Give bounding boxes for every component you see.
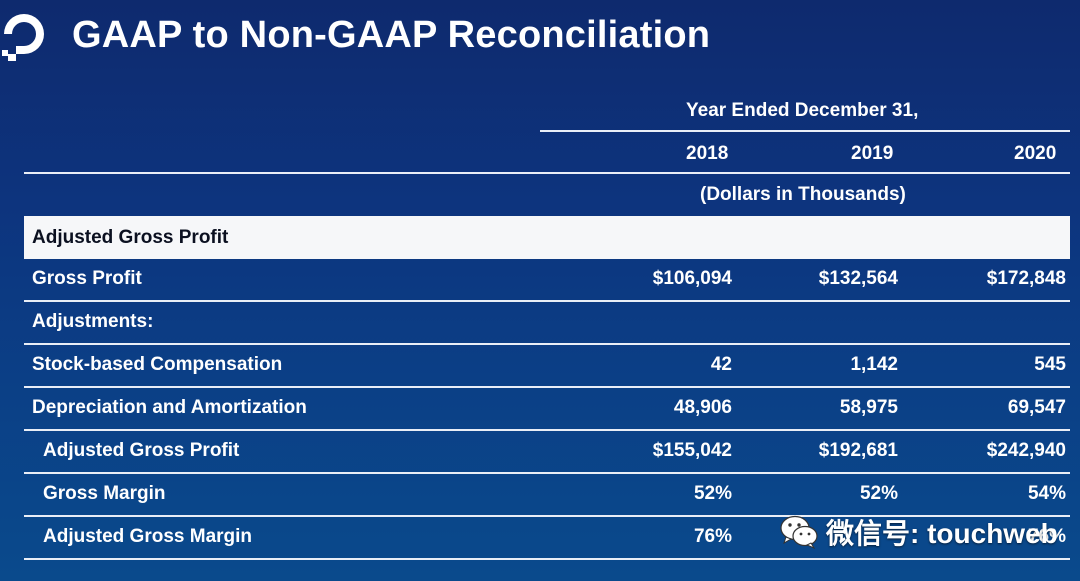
years-rule (24, 172, 1070, 174)
value-2020: 69,547 (1007, 397, 1066, 418)
section-title: Adjusted Gross Profit (32, 227, 229, 248)
value-2019: $132,564 (818, 268, 898, 289)
value-2019: 1,142 (850, 354, 898, 375)
row-label: Adjusted Gross Margin (43, 526, 253, 547)
value-2018: 48,906 (673, 397, 732, 418)
row-label: Depreciation and Amortization (32, 397, 307, 418)
value-2018: 42 (710, 354, 732, 375)
value-2019: $192,681 (818, 440, 898, 461)
section-band (24, 216, 1070, 259)
row-label: Gross Margin (43, 483, 166, 504)
year-2018-header: 2018 (686, 143, 729, 164)
page-title: GAAP to Non-GAAP Reconciliation (72, 14, 711, 56)
units-label: (Dollars in Thousands) (700, 184, 906, 205)
row-label: Stock-based Compensation (32, 354, 283, 375)
wechat-icon (780, 515, 818, 549)
value-2018: $155,042 (652, 440, 732, 461)
value-2020: 545 (1034, 354, 1066, 375)
row-label: Gross Profit (32, 268, 142, 289)
row-label: Adjustments: (32, 311, 154, 332)
table-row: Adjusted Gross Profit $155,042 $192,681 … (24, 431, 1070, 474)
value-2018: $106,094 (652, 268, 732, 289)
digitalocean-logo-icon (2, 14, 44, 61)
value-2018: 52% (693, 483, 732, 504)
year-2020-header: 2020 (1014, 143, 1057, 164)
value-2020: $172,848 (986, 268, 1066, 289)
year-2019-header: 2019 (851, 143, 894, 164)
period-rule (540, 130, 1070, 132)
table-row: Gross Margin 52% 52% 54% (24, 474, 1070, 517)
table-row: Adjustments: (24, 302, 1070, 345)
period-label: Year Ended December 31, (686, 100, 919, 121)
value-2019: 52% (859, 483, 898, 504)
value-2020: 76% (1027, 526, 1066, 547)
table-row: Adjusted Gross Margin 76% 76% (24, 517, 1070, 560)
table-row: Gross Profit $106,094 $132,564 $172,848 (24, 259, 1070, 302)
value-2020: 54% (1027, 483, 1066, 504)
wechat-watermark: 微信号: touchweb (780, 512, 1058, 552)
value-2020: $242,940 (986, 440, 1066, 461)
watermark-text: 微信号: touchweb (826, 518, 1058, 549)
table-row: Stock-based Compensation 42 1,142 545 (24, 345, 1070, 388)
table-row: Depreciation and Amortization 48,906 58,… (24, 388, 1070, 431)
value-2018: 76% (693, 526, 732, 547)
row-label: Adjusted Gross Profit (43, 440, 240, 461)
value-2019: 58,975 (839, 397, 898, 418)
